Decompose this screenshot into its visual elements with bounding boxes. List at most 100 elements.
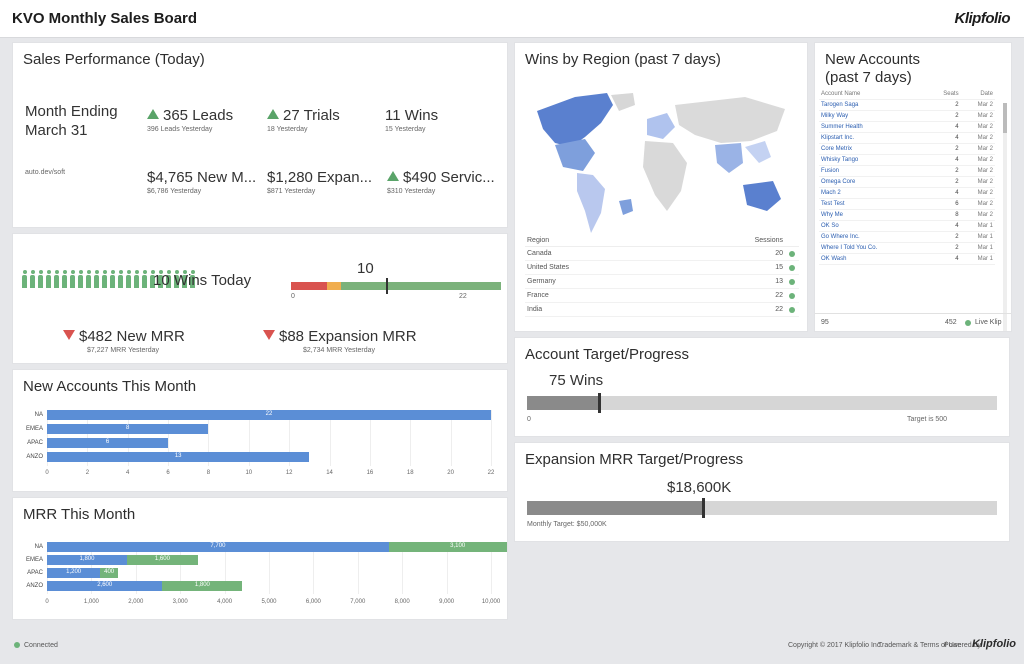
- region-value: 13: [775, 278, 783, 285]
- account-seats: 2: [926, 110, 961, 122]
- account-seats: 2: [926, 242, 961, 254]
- person-icon: [101, 270, 108, 288]
- gauge-red-zone: [291, 282, 327, 290]
- account-progress-track: [527, 393, 997, 413]
- category-label: NA: [34, 544, 43, 550]
- accounts-table[interactable]: Account Name Seats Date Tarogen Saga 2 Mar…: [819, 89, 995, 265]
- account-row[interactable]: OK So 4 Mar 1: [819, 220, 995, 232]
- account-row[interactable]: OK Wash 4 Mar 1: [819, 253, 995, 265]
- x-tick-label: 18: [406, 470, 414, 476]
- account-row[interactable]: Core Metrix 2 Mar 2: [819, 143, 995, 155]
- klipfolio-logo[interactable]: Klipfolio: [954, 10, 1011, 27]
- account-row[interactable]: Mach 2 4 Mar 2: [819, 187, 995, 199]
- wins-today-panel: 10 Wins Today 10 0 22 $482 New MRR $7,22…: [12, 233, 508, 364]
- x-tick-label: 1,000: [83, 599, 99, 605]
- x-tick-label: 20: [447, 470, 454, 476]
- account-row[interactable]: Klipstart Inc. 4 Mar 2: [819, 132, 995, 144]
- account-name: Go Where Inc.: [819, 231, 927, 243]
- expansion-mrr-today-sub: $2,734 MRR Yesterday: [303, 347, 375, 354]
- footer-logo[interactable]: Klipfolio: [972, 638, 1016, 650]
- grid-line: [491, 542, 492, 594]
- account-name: Test Test: [819, 198, 927, 210]
- x-tick-label: 2,000: [128, 599, 144, 605]
- account-name: OK So: [819, 220, 927, 232]
- account-date: Mar 2: [960, 187, 995, 199]
- x-tick-label: 4,000: [217, 599, 233, 605]
- region-row[interactable]: France 22: [525, 289, 799, 303]
- bar-value-label: 7,700: [210, 543, 226, 549]
- footer-seats: 452: [945, 319, 957, 326]
- account-name: Milky Way: [819, 110, 927, 122]
- bar[interactable]: 2,600: [47, 581, 163, 591]
- x-tick-label: 5,000: [261, 599, 277, 605]
- panel-title: Account Target/Progress: [525, 346, 689, 363]
- top-bar: KVO Monthly Sales Board Klipfolio: [0, 0, 1024, 38]
- bar[interactable]: 1,800: [47, 555, 127, 565]
- bar[interactable]: 1,800: [162, 581, 243, 591]
- region-row[interactable]: Germany 13: [525, 275, 799, 289]
- bar-value-label: 8: [126, 425, 130, 431]
- region-row[interactable]: United States 15: [525, 261, 799, 275]
- account-row[interactable]: Omega Core 2 Mar 2: [819, 176, 995, 188]
- region-row[interactable]: India 22: [525, 303, 799, 317]
- account-row[interactable]: Why Me 8 Mar 2: [819, 209, 995, 221]
- region-value: 20: [775, 250, 783, 257]
- account-seats: 4: [926, 253, 961, 265]
- world-map[interactable]: [515, 83, 808, 243]
- footer-count: 95: [821, 319, 829, 326]
- person-icon: [77, 270, 84, 288]
- bar[interactable]: 3,100: [388, 542, 507, 552]
- account-date: Mar 2: [960, 198, 995, 210]
- account-row[interactable]: Go Where Inc. 2 Mar 1: [819, 231, 995, 243]
- region-row[interactable]: Canada 20: [525, 247, 799, 261]
- bar-value-label: 1,200: [66, 569, 82, 575]
- bar[interactable]: 13: [47, 452, 310, 462]
- gauge-orange-zone: [327, 282, 341, 290]
- bar[interactable]: 1,200: [47, 568, 101, 578]
- new-accounts-bar-chart: NA 22 EMEA 8 APAC 6 ANZO 13: [26, 410, 492, 466]
- table-scrollbar[interactable]: [1003, 103, 1007, 331]
- account-name: Why Me: [819, 209, 927, 221]
- bar[interactable]: 22: [47, 410, 491, 420]
- bar[interactable]: 8: [47, 424, 209, 434]
- account-seats: 4: [926, 187, 961, 199]
- terms-link[interactable]: Trademark & Terms of Use: [878, 642, 962, 649]
- account-date: Mar 2: [960, 143, 995, 155]
- new-accounts-month-panel: New Accounts This Month NA 22 EMEA 8 APAC 6 AN…: [12, 369, 508, 492]
- region-name: France: [527, 292, 549, 299]
- panel-title-line1: New Accounts: [825, 51, 921, 68]
- col-date: Date: [960, 89, 995, 100]
- new-mrr-sub: $6,786 Yesterday: [147, 188, 202, 195]
- account-row[interactable]: Test Test 6 Mar 2: [819, 198, 995, 210]
- x-tick-label: 0: [45, 470, 49, 476]
- account-row[interactable]: Whisky Tango 4 Mar 2: [819, 154, 995, 166]
- account-row[interactable]: Where I Told You Co. 2 Mar 1: [819, 242, 995, 254]
- bar-value-label: 22: [265, 411, 273, 417]
- grid-line: [248, 410, 250, 466]
- wins-gauge: [291, 278, 501, 294]
- region-name: Canada: [527, 250, 552, 257]
- x-tick-label: 9,000: [439, 599, 455, 605]
- account-seats: 8: [926, 209, 961, 221]
- bar[interactable]: 400: [100, 568, 119, 578]
- wins-by-region-panel: Wins by Region (past 7 days) Region Sess…: [514, 42, 808, 332]
- account-row[interactable]: Tarogen Saga 2 Mar 2: [819, 99, 995, 111]
- bar[interactable]: 6: [47, 438, 169, 448]
- account-date: Mar 2: [960, 99, 995, 111]
- account-seats: 4: [926, 220, 961, 232]
- person-icon: [109, 270, 116, 288]
- account-row[interactable]: Milky Way 2 Mar 2: [819, 110, 995, 122]
- account-row[interactable]: Summer Health 4 Mar 2: [819, 121, 995, 133]
- account-seats: 2: [926, 99, 961, 111]
- bar[interactable]: 7,700: [47, 542, 389, 552]
- panel-title: MRR This Month: [23, 506, 136, 523]
- bar[interactable]: 1,600: [126, 555, 198, 565]
- grid-line: [289, 410, 291, 466]
- bar-value-label: 2,600: [97, 582, 113, 588]
- grid-line: [410, 410, 412, 466]
- account-target-label: Target is 500: [907, 416, 948, 423]
- grid-line: [135, 542, 137, 594]
- account-row[interactable]: Fusion 2 Mar 2: [819, 165, 995, 177]
- x-tick-label: 6,000: [305, 599, 321, 605]
- grid-line: [208, 410, 210, 466]
